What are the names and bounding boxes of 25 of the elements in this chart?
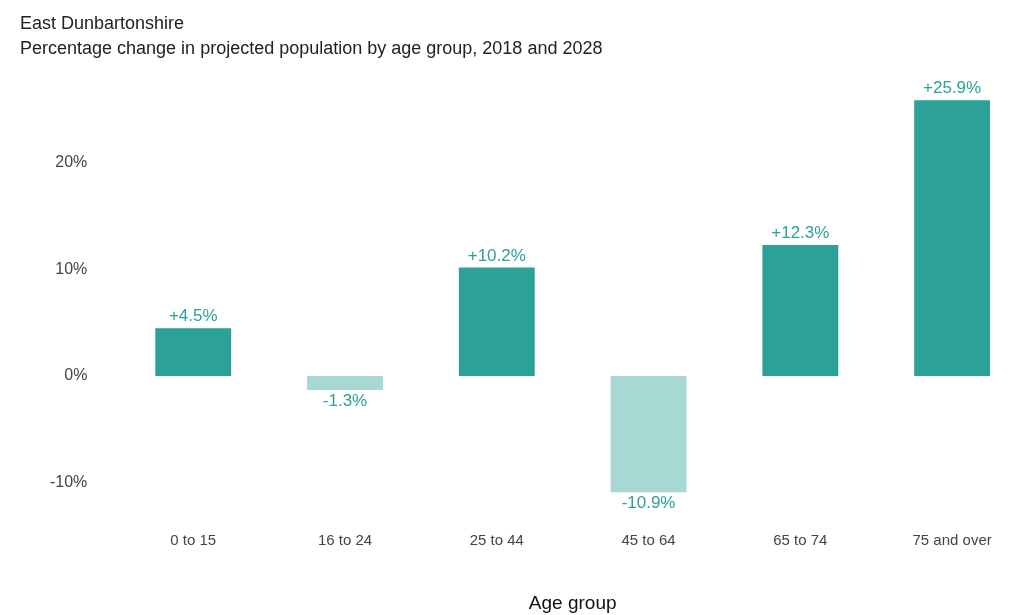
y-tick-label: -10%	[49, 473, 88, 491]
bar	[610, 376, 687, 493]
x-tick-label: 25 to 44	[469, 531, 524, 549]
bar	[307, 376, 383, 390]
y-tick-label: 0%	[64, 366, 88, 384]
bar	[762, 245, 839, 377]
bar	[914, 100, 991, 377]
data-label: -10.9%	[621, 493, 676, 513]
y-tick-label: 20%	[55, 153, 88, 171]
chart-subtitle: Percentage change in projected population by age group, 2018 and 2028	[20, 38, 603, 59]
data-label: +25.9%	[923, 78, 982, 98]
x-tick-label: 65 to 74	[773, 531, 828, 549]
data-label: +10.2%	[467, 245, 526, 265]
x-tick-label: 45 to 64	[621, 531, 676, 549]
data-label: +4.5%	[168, 306, 218, 326]
x-tick-label: 75 and over	[912, 531, 992, 549]
x-tick-label: 0 to 15	[170, 531, 217, 549]
data-label: -1.3%	[322, 391, 368, 411]
chart-title: East Dunbartonshire	[20, 12, 185, 33]
data-label: +12.3%	[771, 223, 830, 243]
bar	[155, 328, 232, 377]
y-tick-label: 10%	[55, 259, 88, 277]
x-tick-label: 16 to 24	[317, 531, 373, 549]
x-axis-title: Age group	[528, 591, 617, 613]
bar	[458, 267, 535, 377]
